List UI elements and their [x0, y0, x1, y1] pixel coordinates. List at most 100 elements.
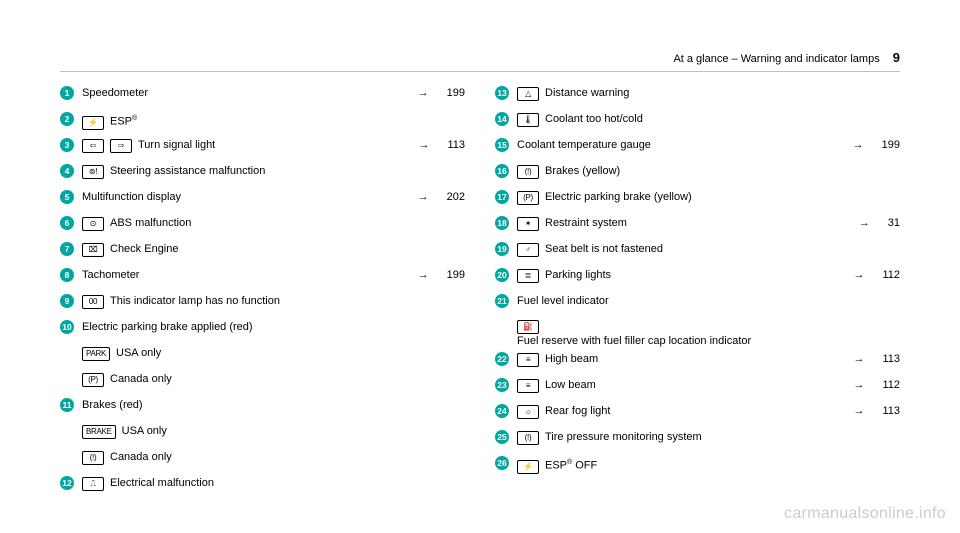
indicator-icon: (P) [82, 373, 104, 387]
list-item: 11Brakes (red) [60, 398, 465, 420]
item-label: Fuel level indicator [517, 294, 900, 308]
item-label: △ Distance warning [517, 86, 900, 101]
section-title: At a glance – Warning and indicator lamp… [673, 53, 879, 65]
arrow-icon: → [418, 86, 429, 100]
page-reference-number: 202 [447, 190, 465, 204]
item-text: Parking lights [545, 268, 611, 282]
indicator-icon: 00 [82, 295, 104, 309]
page-reference: →113 [840, 404, 900, 418]
page-reference: →199 [405, 268, 465, 282]
item-label: ⚡ESP® [82, 112, 465, 130]
item-number: 14 [495, 112, 509, 126]
arrow-icon: → [853, 268, 864, 282]
list-item: 3⇦⇨Turn signal light→113 [60, 138, 465, 160]
item-number: 13 [495, 86, 509, 100]
item-text: Coolant too hot/cold [545, 112, 643, 126]
item-number: 24 [495, 404, 509, 418]
indicator-icon: BRAKE [82, 425, 116, 439]
indicator-icon: ⊚! [82, 165, 104, 179]
item-text: ESP® [110, 112, 137, 129]
indicator-icon: ✶ [517, 217, 539, 231]
list-item: 17(P)Electric parking brake (yellow) [495, 190, 900, 212]
item-text: Electrical malfunction [110, 476, 214, 490]
item-text: Electric parking brake applied (red) [82, 320, 253, 334]
page-reference-number: 113 [882, 352, 900, 366]
item-number: 17 [495, 190, 509, 204]
watermark: carmanualsonline.info [784, 505, 946, 523]
list-item: PARKUSA only [60, 346, 465, 368]
item-label: (!) Canada only [82, 450, 465, 465]
list-item: 25(!)Tire pressure monitoring system [495, 430, 900, 452]
item-label: (P) Canada only [82, 372, 465, 387]
page-reference: →31 [840, 216, 900, 230]
arrow-icon: → [853, 378, 864, 392]
indicator-icon: 🌡 [517, 113, 539, 127]
indicator-icon: ♂ [517, 243, 539, 257]
indicator-icon: ⇨ [110, 139, 132, 153]
item-label: ⚡ESP® OFF [517, 456, 900, 474]
item-number: 19 [495, 242, 509, 256]
page-reference-number: 199 [447, 86, 465, 100]
indicator-icon: △ [517, 87, 539, 101]
item-text: Check Engine [110, 242, 179, 256]
page-reference-number: 31 [888, 216, 900, 230]
list-item: (!) Canada only [60, 450, 465, 472]
page-reference: →113 [405, 138, 465, 152]
item-number: 1 [60, 86, 74, 100]
page-reference: → 199 [405, 86, 465, 100]
page-reference-number: 112 [882, 268, 900, 282]
item-number: 8 [60, 268, 74, 282]
item-number: 26 [495, 456, 509, 470]
item-label: ⌧Check Engine [82, 242, 465, 257]
list-item: 8Tachometer→199 [60, 268, 465, 290]
item-number-spacer [60, 372, 74, 386]
item-number: 10 [60, 320, 74, 334]
list-item: 26 ⚡ESP® OFF [495, 456, 900, 478]
column-right: 13 △ Distance warning 14 🌡 Coolant too hot/co… [495, 86, 900, 502]
arrow-icon: → [418, 190, 429, 204]
list-item: 13 △ Distance warning [495, 86, 900, 108]
page: At a glance – Warning and indicator lamp… [60, 50, 900, 502]
list-item: 2⚡ESP® [60, 112, 465, 134]
indicator-icon: (!) [82, 451, 104, 465]
item-label: ⊚!Steering assistance malfunction [82, 164, 465, 179]
page-reference: → 202 [405, 190, 465, 204]
list-item: 16(!)Brakes (yellow) [495, 164, 900, 186]
item-label: Coolant temperature gauge [517, 138, 832, 152]
list-item: 22≡High beam→113 [495, 352, 900, 374]
item-text: High beam [545, 352, 598, 366]
item-text: ABS malfunction [110, 216, 191, 230]
page-reference: → 112 [840, 268, 900, 282]
page-reference: →113 [840, 352, 900, 366]
item-label: ☼Rear fog light [517, 404, 832, 419]
indicator-icon: ≣ [517, 269, 539, 283]
item-label: 00This indicator lamp has no function [82, 294, 465, 309]
item-text: Restraint system [545, 216, 627, 230]
item-label: BRAKEUSA only [82, 424, 465, 439]
item-text: Speedometer [82, 86, 148, 100]
item-number: 9 [60, 294, 74, 308]
list-item: 12⎍Electrical malfunction [60, 476, 465, 498]
item-label: PARKUSA only [82, 346, 465, 361]
item-label: ⇦⇨Turn signal light [82, 138, 397, 153]
item-text: Rear fog light [545, 404, 610, 418]
item-number-spacer [60, 346, 74, 360]
item-text: Brakes (yellow) [545, 164, 620, 178]
item-number: 15 [495, 138, 509, 152]
item-label: Brakes (red) [82, 398, 465, 412]
item-text: Distance warning [545, 86, 629, 100]
item-suffix: OFF [572, 460, 597, 472]
list-item: 1 Speedometer → 199 [60, 86, 465, 108]
item-text: Electric parking brake (yellow) [545, 190, 692, 204]
list-item: 23≡Low beam→112 [495, 378, 900, 400]
item-text: Canada only [110, 450, 172, 464]
indicator-icon: PARK [82, 347, 110, 361]
item-label: ⛽Fuel reserve with fuel filler cap locat… [517, 320, 900, 348]
indicator-icon: ⛽ [517, 320, 539, 334]
item-number: 23 [495, 378, 509, 392]
list-item: 14 🌡 Coolant too hot/cold [495, 112, 900, 134]
list-item: 9 00This indicator lamp has no function [60, 294, 465, 316]
item-number: 18 [495, 216, 509, 230]
item-label: 🌡 Coolant too hot/cold [517, 112, 900, 127]
item-text: Canada only [110, 372, 172, 386]
